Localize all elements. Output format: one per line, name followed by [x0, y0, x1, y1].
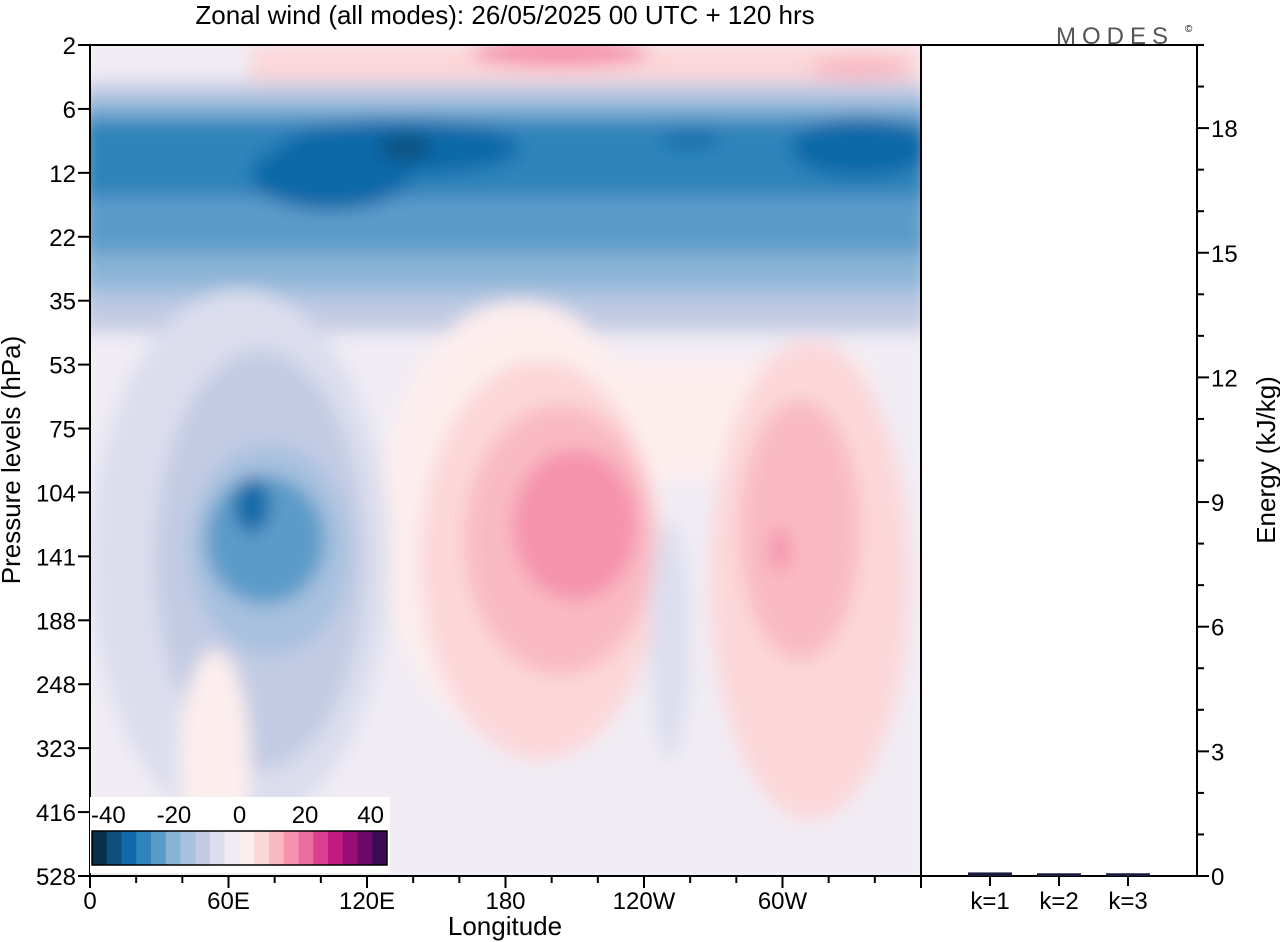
chart-title: Zonal wind (all modes): 26/05/2025 00 UT… [195, 0, 814, 30]
colorbar-swatch [195, 831, 211, 865]
strat-core-east [790, 118, 921, 178]
colorbar-swatch [342, 831, 358, 865]
colorbar-swatch [357, 831, 373, 865]
energy-y-tick-label: 0 [1211, 864, 1224, 891]
colorbar-swatch [92, 831, 108, 865]
y-axis-label: Pressure levels (hPa) [0, 336, 26, 585]
colorbar-swatch [106, 831, 122, 865]
energy-y-tick-label: 18 [1211, 116, 1238, 143]
energy-bar [1106, 873, 1150, 877]
easterly-60e-core [234, 477, 270, 533]
colorbar: -40 -20 0 20 40 [91, 802, 388, 866]
westerly-180-core [513, 450, 637, 600]
colorbar-tick-label: 20 [292, 802, 319, 829]
x-tick-label: 60W [758, 888, 808, 915]
energy-category-label: k=1 [970, 888, 1009, 915]
y-tick-label: 12 [49, 161, 76, 188]
colorbar-swatch [254, 831, 270, 865]
y-tick-label: 141 [36, 544, 76, 571]
heatmap-plot [90, 45, 921, 876]
x-tick-label: 0 [83, 888, 96, 915]
energy-bar [1037, 873, 1081, 877]
strat-min-2 [660, 132, 720, 148]
y-tick-label: 53 [49, 353, 76, 380]
colorbar-swatch [328, 831, 344, 865]
colorbar-swatch [136, 831, 152, 865]
heatmap-field [90, 45, 921, 876]
colorbar-swatch [372, 831, 388, 865]
energy-panel [920, 44, 1198, 877]
right-axis: 0 3 6 9 12 15 18 [1197, 44, 1238, 891]
x-axis-label: Longitude [448, 911, 562, 941]
y-tick-label: 75 [49, 417, 76, 444]
upper-westerly-core [470, 45, 650, 67]
energy-axis-label: Energy (kJ/kg) [1251, 376, 1280, 544]
energy-y-tick-label: 15 [1211, 241, 1238, 268]
left-axis: 2 6 12 22 35 53 75 104 141 188 248 323 416 528 [36, 33, 90, 891]
colorbar-tick-label: 40 [357, 802, 384, 829]
colorbar-tick-label: -40 [91, 802, 126, 829]
colorbar-swatch [239, 831, 255, 865]
modes-copyright-mark: © [1185, 24, 1193, 35]
neutral-gap-120w [650, 520, 690, 760]
energy-y-tick-label: 6 [1211, 615, 1224, 642]
y-tick-label: 248 [36, 672, 76, 699]
energy-y-tick-label: 3 [1211, 739, 1224, 766]
colorbar-swatch [269, 831, 285, 865]
strat-min-1 [379, 136, 431, 160]
colorbar-swatch [283, 831, 299, 865]
y-tick-label: 35 [49, 289, 76, 316]
energy-category-label: k=2 [1039, 888, 1078, 915]
energy-bar [968, 872, 1012, 876]
y-tick-label: 104 [36, 480, 76, 507]
westerly-60w-core [770, 528, 790, 572]
y-tick-label: 22 [49, 225, 76, 252]
energy-category-label: k=3 [1108, 888, 1147, 915]
colorbar-swatch [313, 831, 329, 865]
energy-y-tick-label: 9 [1211, 490, 1224, 517]
bottom-axis: 0 60E 120E 180 120W 60W [83, 876, 922, 915]
x-tick-label: 120E [339, 888, 395, 915]
y-tick-label: 528 [36, 864, 76, 891]
colorbar-swatch [151, 831, 167, 865]
colorbar-swatch [180, 831, 196, 865]
energy-bars: k=1 k=2 k=3 [968, 872, 1150, 915]
colorbar-swatch [121, 831, 137, 865]
y-tick-label: 416 [36, 800, 76, 827]
westerly-60w-2 [740, 400, 860, 660]
colorbar-swatch [210, 831, 226, 865]
x-tick-label: 180 [485, 888, 525, 915]
y-tick-label: 2 [63, 33, 76, 60]
y-tick-label: 323 [36, 736, 76, 763]
colorbar-swatch [298, 831, 314, 865]
colorbar-frame [91, 830, 388, 866]
upper-westerly-east [810, 56, 910, 80]
x-tick-label: 120W [613, 888, 676, 915]
colorbar-tick-label: -20 [157, 802, 192, 829]
x-tick-label: 60E [207, 888, 250, 915]
y-tick-label: 188 [36, 608, 76, 635]
energy-y-tick-label: 12 [1211, 365, 1238, 392]
colorbar-swatch [165, 831, 181, 865]
colorbar-tick-label: 0 [233, 802, 246, 829]
colorbar-swatch [224, 831, 240, 865]
y-tick-label: 6 [63, 97, 76, 124]
